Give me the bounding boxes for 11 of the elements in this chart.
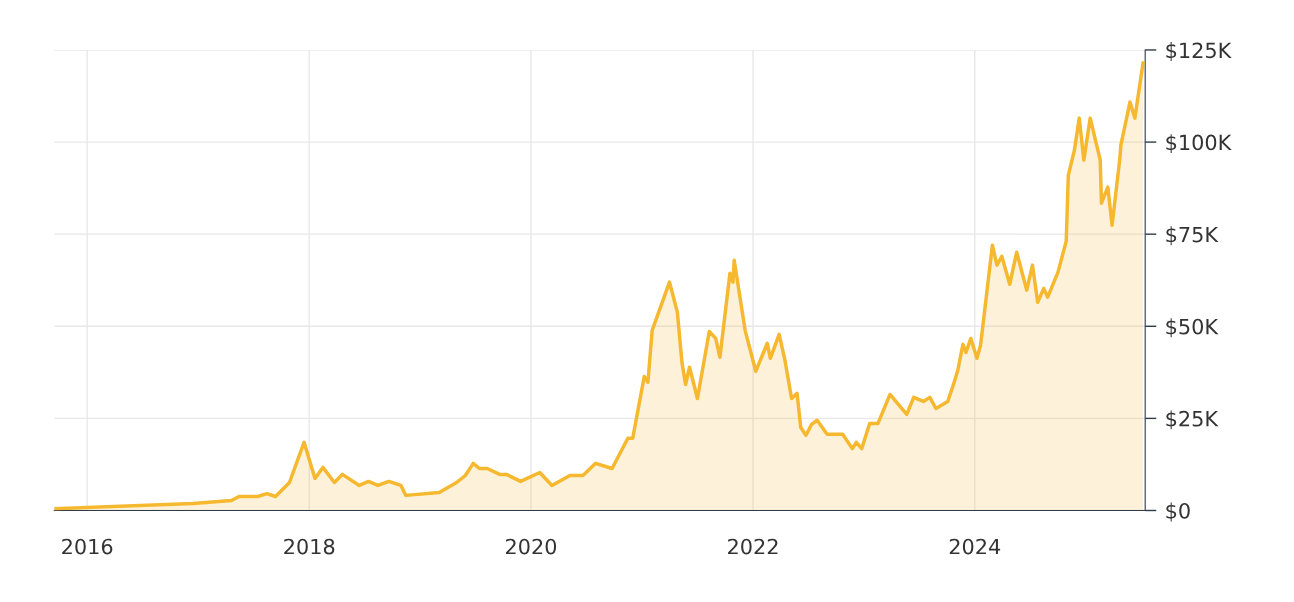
y-tick-label: $100K [1166, 134, 1232, 154]
y-tick-label: $50K [1166, 318, 1219, 338]
x-tick-label: 2024 [949, 538, 1001, 555]
y-tick-label: $75K [1166, 226, 1219, 246]
y-tick-label: $125K [1166, 42, 1232, 61]
x-tick-label: 2022 [728, 538, 778, 555]
y-tick-label: $0 [1166, 502, 1190, 522]
x-tick-label: 2020 [505, 538, 557, 555]
x-tick-label: 2018 [284, 538, 335, 555]
y-tick-label: $25K [1166, 410, 1219, 430]
x-tick-label: 2016 [62, 538, 113, 555]
